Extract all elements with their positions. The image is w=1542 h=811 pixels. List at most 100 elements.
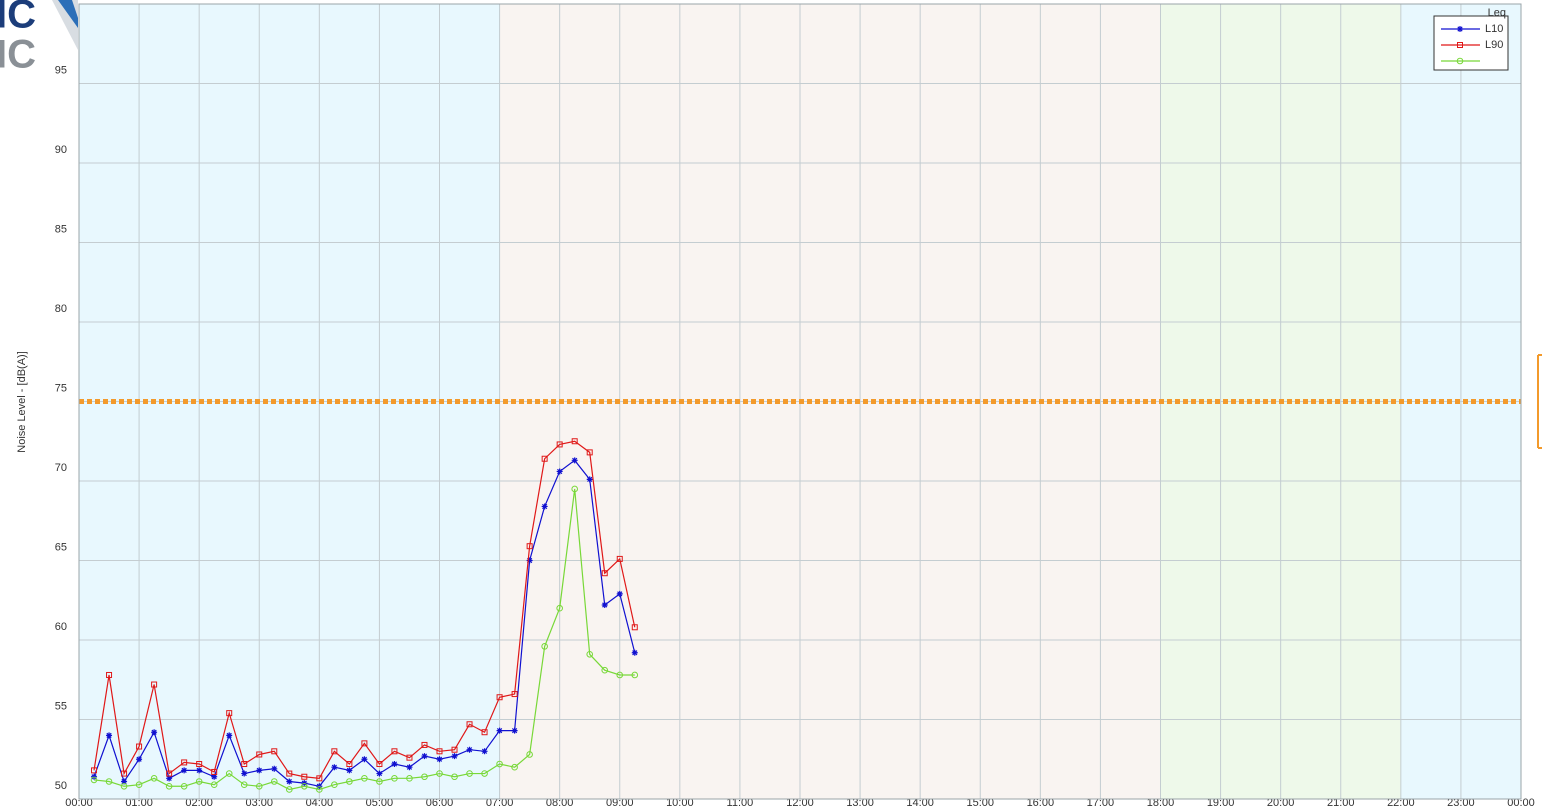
legend-label: L90: [1485, 39, 1503, 51]
marker: [616, 671, 624, 679]
marker: [361, 775, 368, 782]
marker: [526, 557, 533, 564]
legend-label: L10: [1485, 23, 1503, 35]
x-tick-label: 10:00: [666, 797, 694, 809]
marker: [210, 781, 218, 788]
marker: [376, 761, 383, 768]
marker: [631, 624, 638, 631]
marker: [451, 753, 458, 760]
marker: [166, 775, 173, 782]
marker: [1457, 26, 1463, 32]
marker: [90, 776, 98, 784]
marker: [496, 760, 503, 768]
x-tick-label: 08:00: [546, 797, 574, 809]
marker: [271, 748, 278, 755]
y-tick-label: 70: [55, 462, 67, 474]
x-tick-label: 03:00: [245, 797, 273, 809]
marker: [496, 694, 503, 701]
marker: [391, 761, 398, 768]
legend: Leq L10 L90: [1433, 7, 1509, 71]
logo-text: IC: [0, 33, 36, 77]
marker: [421, 753, 428, 760]
marker: [136, 743, 143, 750]
marker: [361, 756, 368, 763]
y-tick-label: 90: [55, 144, 67, 156]
marker: [556, 441, 563, 448]
marker: [406, 775, 413, 782]
plot-frame: [78, 3, 1522, 800]
marker: [286, 778, 293, 785]
marker: [150, 775, 158, 782]
marker: [436, 756, 443, 763]
series-line: [93, 488, 635, 791]
marker: [225, 770, 233, 777]
marker: [601, 666, 609, 674]
marker: [451, 746, 458, 753]
y-tick-label: 55: [55, 700, 67, 712]
x-tick-label: 18:00: [1147, 797, 1175, 809]
marker: [466, 721, 473, 728]
marker: [541, 503, 548, 510]
marker: [195, 778, 203, 785]
marker: [226, 710, 233, 717]
marker: [406, 754, 413, 761]
x-tick-label: 04:00: [306, 797, 334, 809]
y-tick-label: 50: [55, 780, 67, 792]
marker: [376, 770, 383, 777]
x-tick-label: 00:00: [1507, 797, 1535, 809]
marker: [180, 782, 188, 790]
marker: [346, 761, 353, 768]
marker: [391, 748, 398, 755]
marker: [151, 681, 158, 688]
x-tick-label: 19:00: [1207, 797, 1235, 809]
marker: [135, 781, 143, 788]
marker: [466, 746, 473, 753]
marker: [256, 751, 263, 758]
marker: [376, 778, 383, 785]
marker: [436, 748, 443, 755]
side-bracket: [1537, 354, 1542, 449]
marker: [511, 691, 518, 698]
marker: [136, 756, 143, 763]
marker: [1456, 57, 1464, 65]
marker: [240, 781, 248, 788]
y-tick-label: 75: [55, 382, 67, 394]
marker: [601, 602, 608, 609]
marker: [526, 751, 533, 758]
marker: [106, 671, 113, 678]
series-line: [93, 440, 636, 779]
marker: [226, 732, 233, 739]
marker: [526, 543, 533, 550]
marker: [556, 468, 563, 475]
plot: [79, 399, 1521, 793]
marker: [255, 782, 263, 790]
marker: [270, 778, 278, 785]
marker: [121, 778, 128, 785]
marker: [286, 770, 293, 777]
x-tick-label: 06:00: [426, 797, 454, 809]
marker: [631, 649, 638, 656]
marker: [166, 770, 173, 777]
marker: [120, 782, 128, 790]
marker: [391, 775, 398, 782]
marker: [271, 765, 278, 772]
marker: [556, 604, 563, 612]
marker: [346, 767, 353, 774]
marker: [316, 786, 323, 793]
y-tick-label: 80: [55, 303, 67, 315]
marker: [466, 770, 473, 777]
marker: [331, 764, 338, 771]
marker: [196, 761, 203, 768]
x-tick-label: 01:00: [125, 797, 153, 809]
marker: [361, 740, 368, 747]
marker: [346, 778, 353, 785]
marker: [105, 778, 113, 785]
marker: [211, 768, 218, 775]
marker: [406, 764, 413, 771]
marker: [631, 671, 639, 679]
marker: [301, 773, 308, 780]
marker: [511, 763, 518, 771]
y-tick-label: 95: [55, 64, 67, 76]
x-tick-label: 13:00: [846, 797, 874, 809]
